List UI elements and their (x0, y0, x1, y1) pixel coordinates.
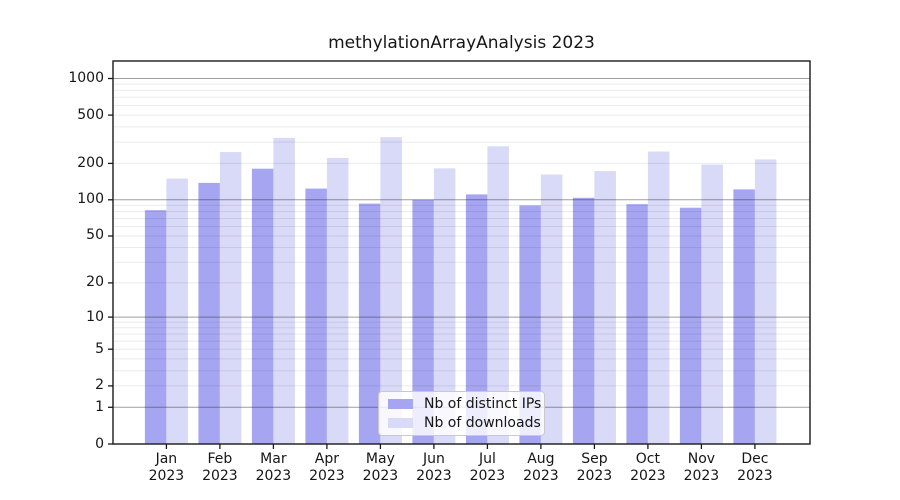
y-tick-label-500: 500 (77, 106, 104, 123)
bar-distinct-ips-jan (144, 210, 167, 444)
bar-downloads-dec (754, 159, 777, 444)
month-year: 2023 (202, 468, 238, 484)
bar-downloads-may (380, 137, 402, 444)
month-year: 2023 (737, 468, 773, 484)
month-year: 2023 (683, 468, 720, 484)
month-year: 2023 (416, 468, 452, 484)
y-tick-label-1: 1 (95, 398, 104, 415)
x-tick-label-apr: Apr 2023 (295, 451, 359, 485)
x-tick-label-jul: Jul 2023 (455, 451, 519, 485)
month-name: Jul (478, 451, 496, 467)
legend-item-distinct-ips: Nb of distinct IPs (388, 396, 544, 412)
month-name: Feb (207, 451, 233, 467)
bar-distinct-ips-may (358, 203, 381, 444)
month-year: 2023 (469, 468, 506, 484)
bar-distinct-ips-feb (198, 182, 220, 444)
x-tick-label-may: May 2023 (348, 451, 412, 485)
bar-distinct-ips-oct (626, 204, 648, 444)
month-year: 2023 (309, 468, 345, 484)
x-tick-label-aug: Aug 2023 (509, 451, 573, 485)
month-year: 2023 (630, 468, 666, 484)
x-tick-label-jun: Jun 2023 (402, 451, 466, 485)
bar-downloads-jun (433, 168, 456, 444)
y-tick-label-50: 50 (86, 227, 104, 244)
bar-downloads-jan (166, 178, 188, 444)
y-tick-label-100: 100 (77, 191, 104, 208)
y-tick-label-10: 10 (86, 308, 104, 325)
bar-downloads-jul (487, 146, 509, 445)
y-tick-label-20: 20 (86, 274, 104, 291)
month-name: Sep (581, 451, 608, 467)
bar-distinct-ips-aug (519, 205, 541, 444)
legend-label-distinct-ips: Nb of distinct IPs (424, 396, 542, 412)
bar-distinct-ips-sep (572, 197, 595, 444)
month-name: Jan (155, 451, 178, 467)
bar-distinct-ips-mar (251, 168, 274, 444)
chart-title: methylationArrayAnalysis 2023 (328, 33, 595, 53)
bar-downloads-nov (701, 164, 723, 444)
month-name: Apr (314, 451, 339, 467)
y-tick-label-1000: 1000 (68, 70, 104, 86)
bar-downloads-aug (540, 174, 563, 444)
month-name: Oct (635, 451, 660, 467)
legend-label-downloads: Nb of downloads (424, 415, 541, 431)
x-tick-label-mar: Mar 2023 (241, 451, 305, 485)
legend-swatch-distinct-ips (388, 399, 413, 409)
month-name: Dec (741, 451, 769, 467)
plot-border (112, 60, 811, 445)
y-tick-label-5: 5 (95, 340, 104, 357)
bar-distinct-ips-dec (733, 189, 755, 444)
x-tick-label-dec: Dec 2023 (723, 451, 787, 485)
legend-item-downloads: Nb of downloads (388, 415, 544, 431)
month-year: 2023 (255, 468, 292, 484)
y-tick-label-2: 2 (95, 377, 104, 394)
month-name: May (365, 451, 395, 467)
x-tick-label-nov: Nov 2023 (669, 451, 733, 485)
y-tick-label-0: 0 (95, 435, 104, 452)
x-tick-label-oct: Oct 2023 (616, 451, 680, 485)
y-tick-label-200: 200 (77, 154, 104, 171)
bar-distinct-ips-jun (412, 199, 434, 444)
legend: Nb of distinct IPs Nb of downloads (378, 391, 545, 436)
bar-downloads-sep (594, 171, 616, 444)
x-tick-label-feb: Feb 2023 (188, 451, 252, 485)
bar-downloads-feb (219, 152, 242, 444)
month-name: Mar (260, 451, 287, 467)
bar-downloads-oct (647, 151, 670, 444)
month-name: Aug (527, 451, 555, 467)
x-tick-label-sep: Sep 2023 (562, 451, 626, 485)
bar-distinct-ips-nov (679, 207, 702, 444)
month-year: 2023 (576, 468, 613, 484)
x-tick-label-jan: Jan 2023 (134, 451, 198, 485)
month-name: Nov (687, 451, 716, 467)
month-year: 2023 (148, 468, 185, 484)
month-year: 2023 (523, 468, 559, 484)
legend-swatch-downloads (388, 418, 413, 428)
month-name: Jun (422, 451, 445, 467)
bar-downloads-apr (326, 157, 349, 444)
bar-distinct-ips-apr (305, 188, 327, 444)
bar-downloads-mar (273, 137, 295, 444)
month-year: 2023 (362, 468, 399, 484)
bar-distinct-ips-jul (465, 194, 488, 444)
